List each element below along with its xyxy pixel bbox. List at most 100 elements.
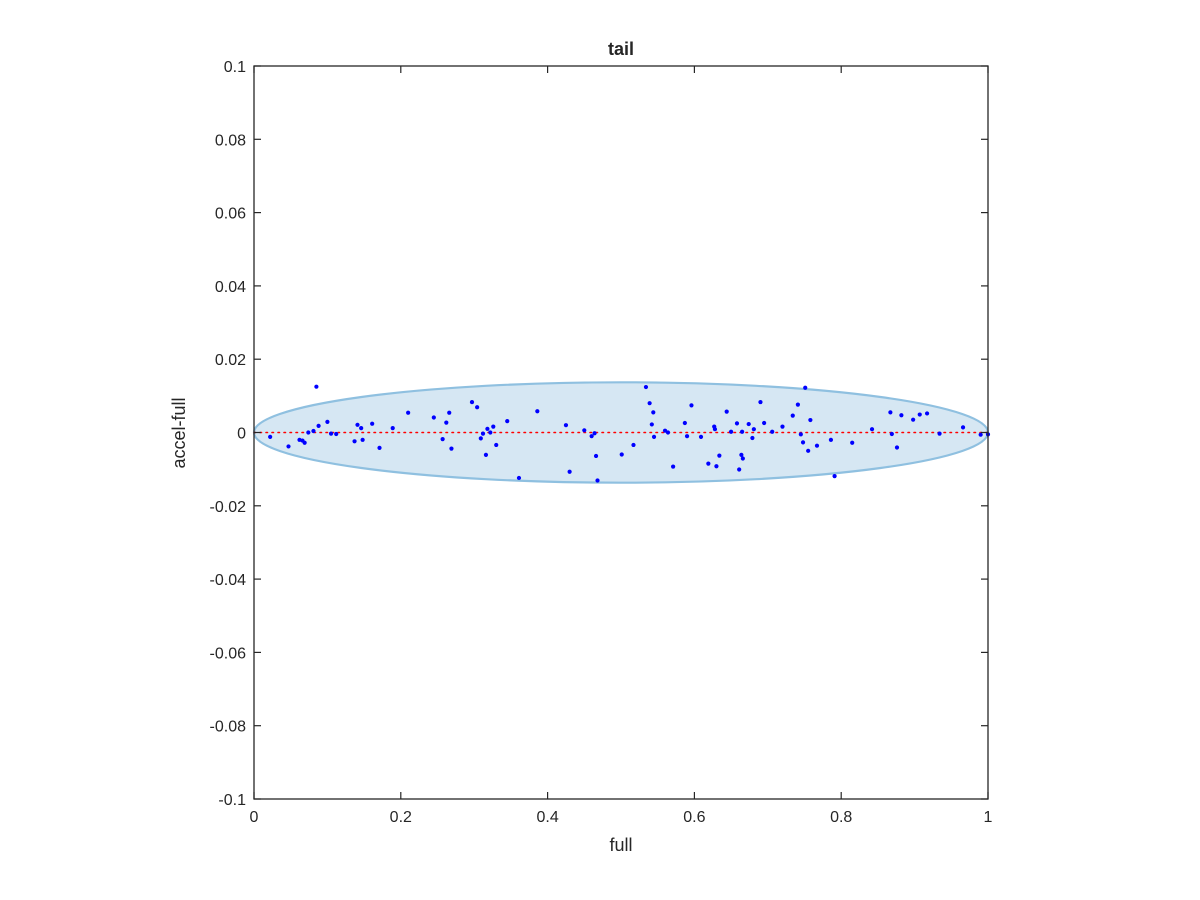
data-point — [828, 437, 834, 442]
data-point — [359, 426, 364, 431]
x-tick-label: 0.6 — [683, 809, 705, 826]
data-point — [751, 427, 756, 432]
data-point — [808, 417, 813, 423]
data-point — [647, 401, 652, 406]
y-tick-label: 0.02 — [215, 352, 246, 369]
data-point — [780, 424, 785, 429]
chart-title: tail — [608, 39, 634, 59]
data-point — [535, 409, 540, 414]
y-tick-label: 0.08 — [215, 132, 246, 149]
data-point — [737, 467, 742, 472]
data-point — [850, 440, 855, 445]
data-point — [505, 419, 510, 424]
data-point — [447, 410, 452, 415]
x-tick-label: 0.8 — [830, 809, 852, 826]
data-point — [483, 452, 489, 457]
y-tick-label: 0.04 — [215, 279, 246, 296]
data-point — [360, 437, 365, 442]
data-point — [746, 421, 751, 427]
data-point — [390, 426, 395, 431]
data-point — [729, 429, 734, 434]
data-point — [899, 413, 904, 418]
data-point — [790, 413, 795, 418]
data-point — [592, 431, 597, 436]
y-tick-label: -0.04 — [210, 572, 247, 589]
x-tick-label: 1 — [984, 809, 993, 826]
data-point — [758, 399, 763, 405]
data-point — [798, 432, 803, 437]
x-tick-label: 0 — [250, 809, 259, 826]
data-point — [440, 436, 445, 442]
data-point — [734, 421, 740, 426]
data-point — [377, 445, 382, 450]
data-point — [286, 444, 291, 449]
data-point — [712, 427, 718, 432]
data-point — [960, 425, 966, 430]
data-point — [800, 440, 806, 445]
data-point — [475, 405, 480, 410]
data-point — [589, 434, 594, 439]
data-point — [665, 430, 671, 435]
data-point — [803, 385, 808, 390]
data-point — [582, 428, 587, 433]
data-point — [806, 448, 811, 453]
data-point — [888, 410, 893, 415]
x-tick-label: 0.2 — [390, 809, 412, 826]
data-point — [649, 422, 654, 427]
data-point — [491, 424, 496, 429]
data-point — [651, 410, 656, 415]
data-point — [724, 409, 729, 414]
data-point — [478, 436, 483, 441]
y-tick-label: 0.06 — [215, 206, 246, 223]
data-point — [889, 431, 894, 437]
data-point — [832, 474, 837, 479]
x-axis-label: full — [609, 835, 632, 855]
data-point — [682, 420, 687, 426]
data-point — [449, 446, 454, 451]
data-point — [567, 469, 572, 474]
data-point — [334, 431, 339, 437]
data-point — [325, 419, 330, 424]
data-point — [795, 402, 800, 407]
y-tick-label: -0.1 — [218, 792, 246, 809]
y-tick-label: -0.02 — [210, 499, 247, 516]
data-point — [689, 403, 694, 408]
data-point — [924, 411, 930, 416]
data-point — [370, 421, 375, 426]
y-tick-label: 0.1 — [224, 59, 246, 76]
y-tick-label: -0.06 — [210, 645, 247, 662]
data-point — [937, 431, 942, 436]
points-layer — [268, 384, 991, 483]
data-point — [894, 445, 900, 450]
data-point — [352, 439, 357, 444]
data-point — [488, 430, 493, 435]
data-point — [469, 399, 475, 405]
y-axis-label: accel-full — [169, 397, 189, 468]
data-point — [643, 384, 649, 390]
data-point — [770, 429, 775, 434]
data-point — [355, 422, 360, 427]
data-point — [431, 415, 436, 420]
data-point — [651, 434, 657, 439]
data-point — [869, 427, 875, 432]
data-point — [740, 456, 745, 461]
data-point — [406, 410, 411, 415]
x-ticks-layer: 0 0.2 0.4 0.6 0.8 1 — [250, 66, 993, 826]
data-point — [485, 426, 490, 431]
data-point — [911, 417, 916, 422]
data-point — [311, 428, 316, 434]
y-ticks-layer: -0.1 -0.08 -0.06 -0.04 -0.02 0 0.02 0.04 0.06 0.0… — [210, 59, 988, 809]
data-point — [516, 475, 522, 481]
data-point — [684, 434, 690, 439]
y-tick-label: -0.08 — [210, 719, 247, 736]
data-point — [619, 452, 624, 457]
data-point — [563, 423, 569, 428]
data-point — [698, 434, 704, 439]
data-point — [717, 453, 722, 458]
data-point — [316, 423, 321, 429]
data-point — [978, 432, 983, 437]
data-point — [314, 384, 319, 389]
data-point — [740, 429, 745, 434]
data-point — [444, 420, 449, 425]
